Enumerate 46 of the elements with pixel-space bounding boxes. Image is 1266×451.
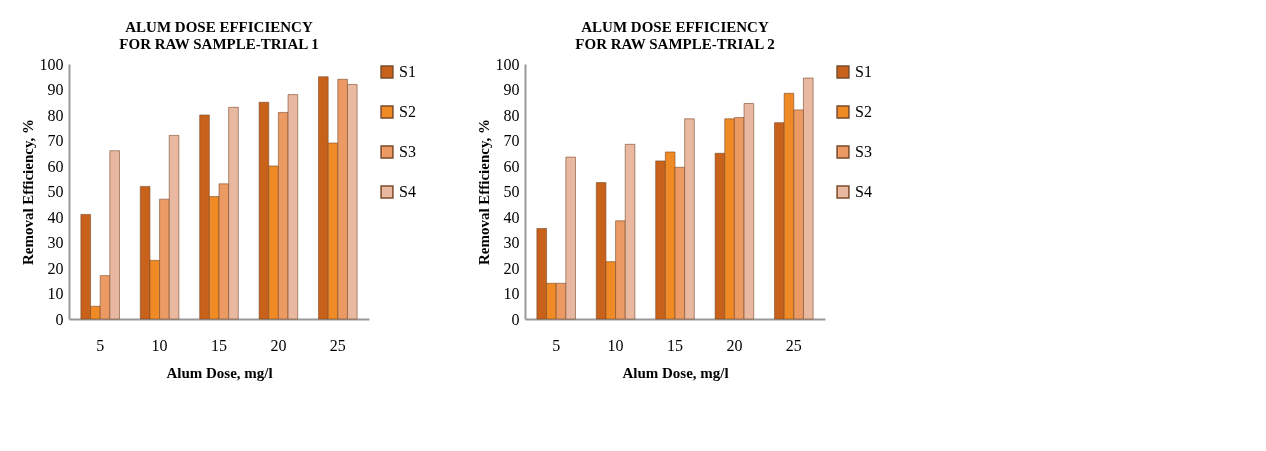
y-tick-label: 70 bbox=[47, 132, 64, 149]
legend-label: S2 bbox=[399, 103, 416, 120]
x-tick-label: 15 bbox=[211, 336, 227, 354]
x-tick-label: 10 bbox=[607, 336, 624, 354]
y-axis-title: Removal Efficiency, % bbox=[475, 118, 492, 266]
y-tick-label: 70 bbox=[503, 132, 520, 149]
legend-label: S3 bbox=[855, 143, 872, 160]
y-tick-label: 0 bbox=[511, 310, 520, 328]
x-tick-label: 5 bbox=[552, 336, 561, 354]
legend-label: S2 bbox=[855, 103, 872, 120]
y-tick-label: 20 bbox=[47, 259, 64, 277]
x-tick-label: 20 bbox=[270, 336, 287, 354]
y-tick-label: 40 bbox=[503, 208, 520, 226]
x-axis-title: Alum Dose, mg/l bbox=[166, 364, 273, 381]
legend-label: S4 bbox=[855, 183, 872, 200]
y-tick-label: 90 bbox=[503, 81, 520, 98]
y-tick-label: 90 bbox=[47, 81, 64, 98]
y-tick-label: 50 bbox=[503, 183, 520, 200]
y-tick-label: 80 bbox=[47, 106, 64, 124]
chart-title: ALUM DOSE EFFICIENCY FOR RAW SAMPLE-TRIAL 2 bbox=[575, 19, 775, 52]
y-axis-title: Removal Efficiency, % bbox=[19, 118, 36, 266]
y-tick-label: 30 bbox=[503, 234, 520, 251]
y-tick-label: 10 bbox=[47, 285, 64, 302]
y-tick-label: 60 bbox=[47, 157, 64, 175]
x-tick-label: 25 bbox=[329, 336, 346, 354]
x-tick-label: 15 bbox=[667, 336, 683, 354]
y-tick-label: 20 bbox=[503, 259, 520, 277]
legend-label: S1 bbox=[399, 63, 416, 80]
x-tick-label: 20 bbox=[726, 336, 743, 354]
x-tick-label: 10 bbox=[151, 336, 168, 354]
y-tick-label: 100 bbox=[495, 55, 520, 73]
y-tick-label: 80 bbox=[503, 106, 520, 124]
legend-label: S1 bbox=[855, 63, 872, 80]
y-tick-label: 0 bbox=[55, 310, 64, 328]
x-tick-label: 5 bbox=[96, 336, 105, 354]
legend-label: S3 bbox=[399, 143, 416, 160]
y-tick-label: 100 bbox=[39, 55, 64, 73]
chart-title: ALUM DOSE EFFICIENCY FOR RAW SAMPLE-TRIAL 1 bbox=[119, 19, 319, 52]
y-tick-label: 30 bbox=[47, 234, 64, 251]
legend-label: S4 bbox=[399, 183, 416, 200]
y-tick-label: 60 bbox=[503, 157, 520, 175]
x-axis-title: Alum Dose, mg/l bbox=[622, 364, 729, 381]
x-tick-label: 25 bbox=[785, 336, 802, 354]
y-tick-label: 40 bbox=[47, 208, 64, 226]
y-tick-label: 10 bbox=[503, 285, 520, 302]
y-tick-label: 50 bbox=[47, 183, 64, 200]
